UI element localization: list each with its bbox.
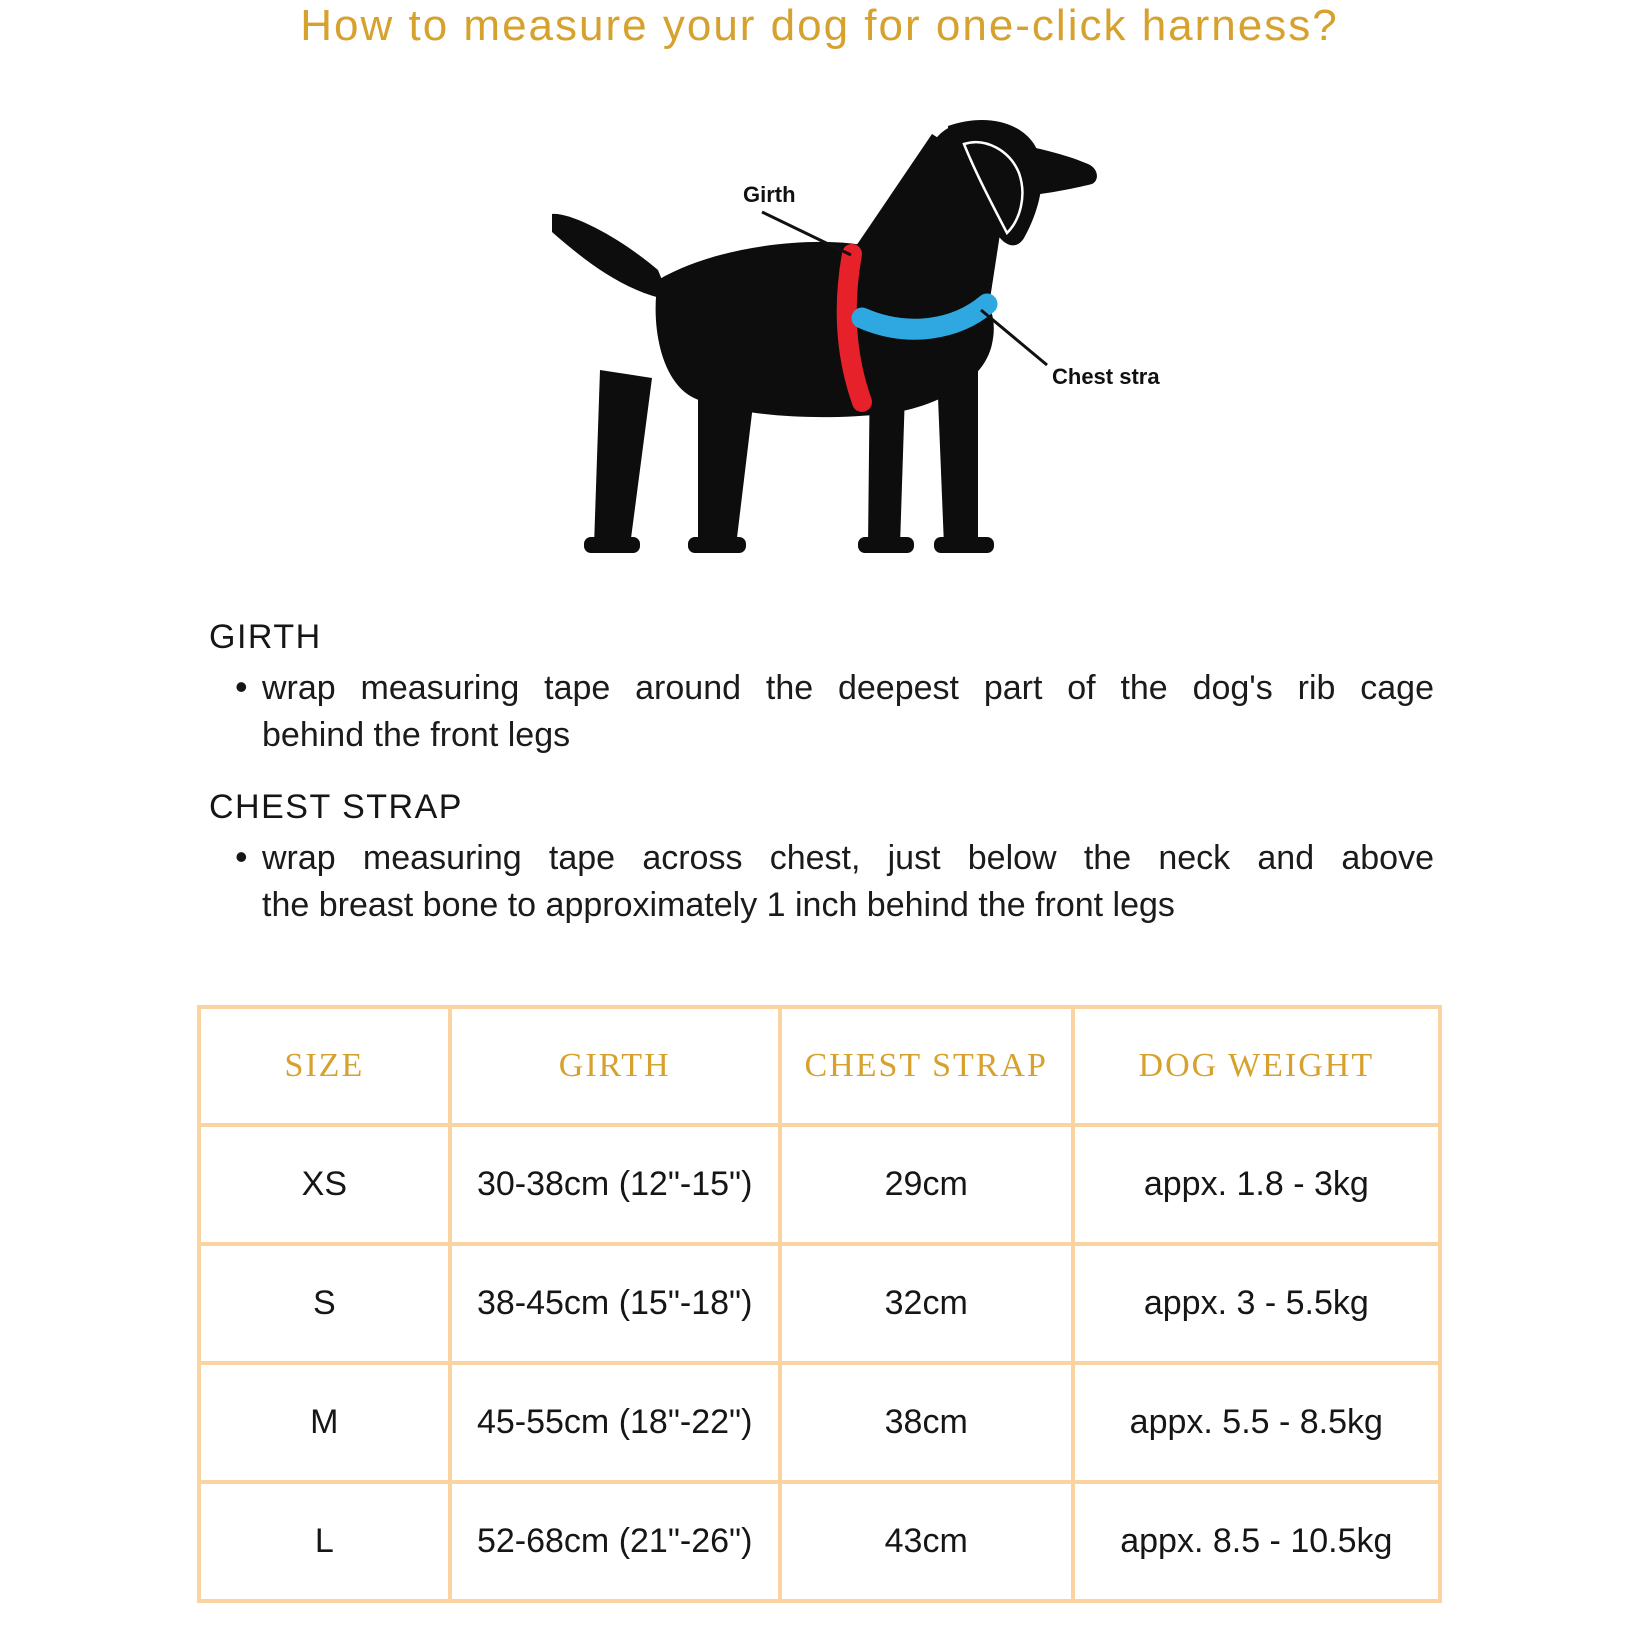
girth-section-heading: GIRTH bbox=[209, 618, 322, 656]
chest-strap-pointer-line bbox=[980, 308, 1048, 367]
girth-col-header: GIRTH bbox=[447, 1005, 782, 1127]
dog-front-leg-near bbox=[936, 348, 978, 546]
dog-weight-cell: appx. 1.8 - 3kg bbox=[1070, 1123, 1443, 1246]
chest-strap bbox=[851, 293, 998, 340]
chest-strap-section-heading: CHEST STRAP bbox=[209, 788, 463, 826]
girth-cell: 52-68cm (21"-26") bbox=[447, 1480, 782, 1603]
dog-foot bbox=[934, 537, 994, 553]
chest-strap-cell: 38cm bbox=[777, 1361, 1075, 1484]
dog-foot bbox=[688, 537, 746, 553]
measuring-instructions: GIRTH wrap measuring tape around the dee… bbox=[209, 617, 1434, 929]
dog-foot bbox=[858, 537, 914, 553]
size-col-header: SIZE bbox=[197, 1005, 452, 1127]
chest-strap-cell: 29cm bbox=[777, 1123, 1075, 1246]
chest-strap-instruction-line: the breast bone to approximately 1 inch … bbox=[262, 886, 1175, 924]
dog-foot bbox=[584, 537, 640, 553]
chest-strap-cell: 32cm bbox=[777, 1242, 1075, 1365]
girth-annotation-label: Girth bbox=[743, 182, 796, 207]
dog-rear-leg-near bbox=[698, 372, 756, 546]
chest-strap-col-header: CHEST STRAP bbox=[777, 1005, 1075, 1127]
chest-strap-cell: 43cm bbox=[777, 1480, 1075, 1603]
chest-strap-instruction-line: wrap measuring tape across chest, just b… bbox=[262, 839, 1434, 877]
girth-pointer-line bbox=[761, 210, 852, 257]
size-cell: S bbox=[197, 1242, 452, 1365]
table-row-xs: XS 30-38cm (12"-15") 29cm appx. 1.8 - 3k… bbox=[197, 1123, 1443, 1246]
girth-cell: 30-38cm (12"-15") bbox=[447, 1123, 782, 1246]
dog-weight-cell: appx. 8.5 - 10.5kg bbox=[1070, 1480, 1443, 1603]
table-header-row: SIZE GIRTH CHEST STRAP DOG WEIGHT bbox=[197, 1005, 1443, 1127]
dog-ear-inner-line bbox=[962, 141, 1024, 236]
dog-tail bbox=[552, 213, 670, 300]
dog-weight-cell: appx. 3 - 5.5kg bbox=[1070, 1242, 1443, 1365]
girth-cell: 38-45cm (15"-18") bbox=[447, 1242, 782, 1365]
dog-weight-cell: appx. 5.5 - 8.5kg bbox=[1070, 1361, 1443, 1484]
size-cell: M bbox=[197, 1361, 452, 1484]
chest-strap-annotation-label: Chest strap bbox=[1052, 364, 1160, 389]
girth-instruction-line: behind the front legs bbox=[262, 716, 571, 754]
table-row-s: S 38-45cm (15"-18") 32cm appx. 3 - 5.5kg bbox=[197, 1242, 1443, 1365]
table-row-l: L 52-68cm (21"-26") 43cm appx. 8.5 - 10.… bbox=[197, 1480, 1443, 1603]
girth-cell: 45-55cm (18"-22") bbox=[447, 1361, 782, 1484]
dog-rear-leg-far bbox=[594, 370, 652, 546]
girth-instruction-bullet: wrap measuring tape around the deepest p… bbox=[209, 663, 1434, 759]
girth-instruction-line: wrap measuring tape around the deepest p… bbox=[262, 669, 1434, 707]
page-title: How to measure your dog for one-click ha… bbox=[300, 1, 1339, 50]
size-cell: L bbox=[197, 1480, 452, 1603]
dog-body bbox=[655, 241, 994, 418]
size-chart-table: SIZE GIRTH CHEST STRAP DOG WEIGHT XS 30-… bbox=[197, 1005, 1443, 1603]
dog-measurement-diagram: Girth Chest strap bbox=[500, 112, 1160, 557]
chest-strap-instruction-bullet: wrap measuring tape across chest, just b… bbox=[209, 833, 1434, 929]
dog-silhouette-illustration: Girth Chest strap bbox=[552, 120, 1160, 553]
table-row-m: M 45-55cm (18"-22") 38cm appx. 5.5 - 8.5… bbox=[197, 1361, 1443, 1484]
dog-weight-col-header: DOG WEIGHT bbox=[1070, 1005, 1443, 1127]
girth-strap bbox=[836, 244, 872, 412]
size-cell: XS bbox=[197, 1123, 452, 1246]
